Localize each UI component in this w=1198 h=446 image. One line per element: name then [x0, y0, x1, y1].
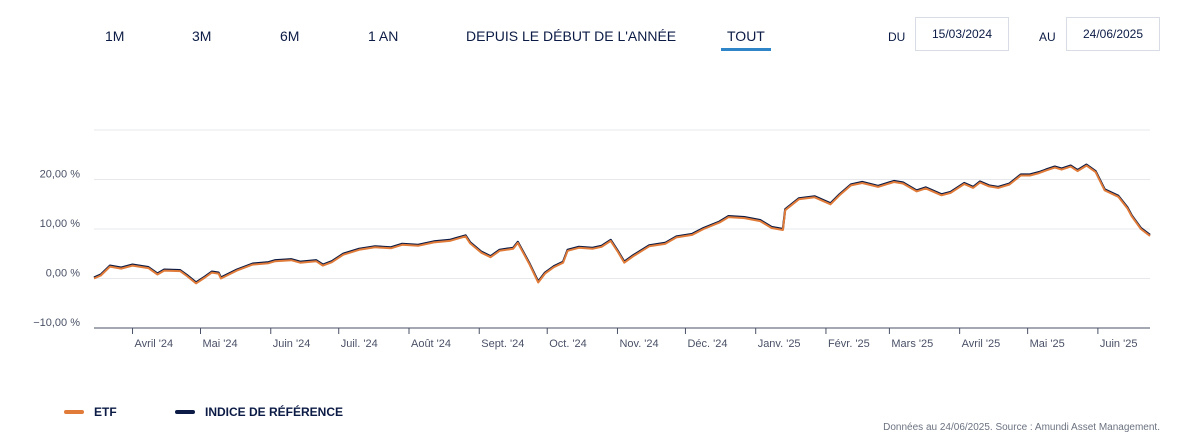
- date-to-input[interactable]: 24/06/2025: [1066, 17, 1160, 51]
- legend-index-label: INDICE DE RÉFÉRENCE: [205, 405, 344, 419]
- tab-tout[interactable]: TOUT: [721, 28, 771, 51]
- x-tick-label: Août '24: [411, 338, 451, 350]
- date-from-input[interactable]: 15/03/2024: [915, 17, 1009, 51]
- legend-etf-swatch: [64, 410, 84, 414]
- data-source-note: Données au 24/06/2025. Source : Amundi A…: [883, 422, 1160, 433]
- legend-etf-label: ETF: [94, 405, 117, 419]
- y-tick-label: 20,00 %: [40, 169, 81, 181]
- x-tick-label: Mars '25: [891, 338, 933, 350]
- series-line-etf: [93, 164, 1151, 285]
- x-tick-label: Mai '25: [1030, 338, 1065, 350]
- tab-6m[interactable]: 6M: [280, 28, 300, 44]
- y-tick-label: 10,00 %: [40, 218, 81, 230]
- legend-index[interactable]: INDICE DE RÉFÉRENCE: [175, 405, 343, 419]
- x-tick-label: Oct. '24: [549, 338, 587, 350]
- y-tick-label: 0,00 %: [46, 268, 80, 280]
- date-to-label: AU: [1039, 30, 1056, 44]
- x-tick-label: Avril '25: [962, 338, 1001, 350]
- x-tick-label: Sept. '24: [481, 338, 524, 350]
- tab-ytd[interactable]: DEPUIS LE DÉBUT DE L'ANNÉE: [466, 28, 677, 44]
- x-tick-label: Déc. '24: [687, 338, 727, 350]
- tab-1m[interactable]: 1M: [105, 28, 125, 44]
- x-tick-label: Juin '24: [273, 338, 311, 350]
- legend-etf[interactable]: ETF: [64, 405, 117, 419]
- y-tick-label: −10,00 %: [33, 317, 80, 329]
- x-tick-label: Juil. '24: [341, 338, 378, 350]
- x-tick-label: Juin '25: [1100, 338, 1138, 350]
- x-tick-label: Nov. '24: [619, 338, 658, 350]
- date-from-label: DU: [888, 30, 906, 44]
- performance-chart: −10,00 % 0,00 % 10,00 % 20,00 % Avril '24 Mai…: [33, 129, 1151, 350]
- x-tick-label: Mai '24: [203, 338, 238, 350]
- tab-3m[interactable]: 3M: [192, 28, 212, 44]
- x-tick-label: Janv. '25: [758, 338, 801, 350]
- x-tick-label: Févr. '25: [828, 338, 870, 350]
- tab-1-an[interactable]: 1 AN: [368, 28, 399, 44]
- legend-index-swatch: [175, 410, 195, 414]
- x-tick-label: Avril '24: [135, 338, 174, 350]
